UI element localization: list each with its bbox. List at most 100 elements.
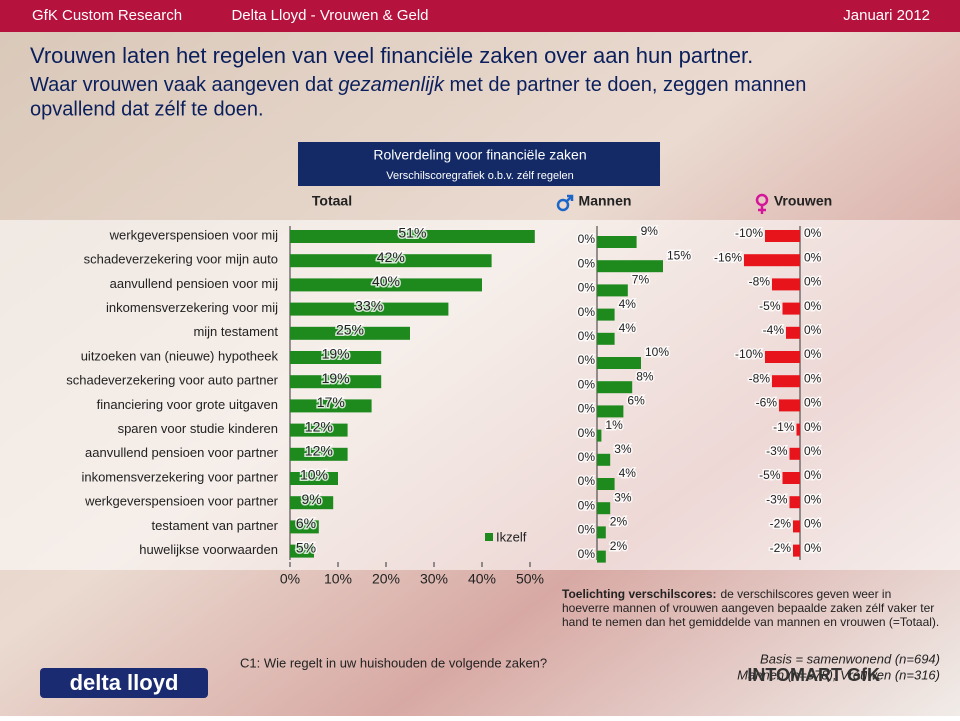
value-label: 0% [804,347,822,361]
value-label: 0% [578,281,596,295]
category-label: schadeverzekering voor auto partner [66,373,278,388]
bar [597,405,624,418]
value-label: -8% [749,275,771,289]
value-label: 0% [804,323,822,337]
subtitle-emphasis: gezamenlijk [338,74,445,96]
logo-right: INTOMART GfK [747,665,880,685]
box-title: Rolverdeling voor financiële zaken [373,147,586,163]
bar [597,526,606,539]
category-label: aanvullend pensioen voor mij [110,276,278,291]
value-label: 3% [614,490,632,504]
value-label: 15% [667,248,691,262]
value-label: 0% [804,468,822,482]
value-label: 0% [804,420,822,434]
bar [786,326,800,339]
bar [765,230,800,242]
value-label: 3% [614,442,632,456]
value-label: 10% [300,467,328,483]
value-label: 12% [305,443,333,459]
bar [597,502,611,515]
bar [597,308,615,321]
category-label: mijn testament [193,324,278,339]
category-label: testament van partner [152,518,279,533]
bar [793,520,800,533]
category-label: huwelijkse voorwaarden [139,542,278,557]
x-tick-label: 50% [516,571,544,587]
value-label: 19% [322,346,350,362]
category-label: schadeverzekering voor mijn auto [84,252,278,267]
value-label: 12% [305,418,333,434]
bar [290,520,319,534]
note: Toelichting verschilscores: de verschilsc… [562,587,891,601]
bar [597,260,663,273]
header-bar [0,0,960,32]
bar [772,278,800,291]
value-label: 10% [645,345,669,359]
value-label: -6% [756,396,778,410]
value-label: 0% [804,371,822,385]
value-label: 0% [578,426,596,440]
bar [290,254,492,268]
question: C1: Wie regelt in uw huishouden de volge… [240,655,547,670]
value-label: -2% [770,517,792,531]
x-tick-label: 40% [468,571,496,587]
note-text: de verschilscores geven weer in [721,587,892,601]
x-tick-label: 10% [324,571,352,587]
logo-left: delta lloyd [70,670,179,695]
bar [290,326,410,340]
bar [290,399,372,413]
note-label: Toelichting verschilscores: [562,587,717,601]
value-label: 2% [610,539,628,553]
value-label: 2% [610,515,628,529]
value-label: 40% [372,273,400,289]
bar [290,230,535,243]
header-left: GfK Custom Research [32,7,182,24]
value-label: 0% [578,305,596,319]
female-icon [755,193,769,214]
bar [290,375,382,389]
x-tick-label: 20% [372,571,400,587]
bar [290,447,348,461]
category-label: inkomensverzekering voor partner [81,469,278,484]
box [298,142,660,186]
value-label: 0% [804,517,822,531]
value-label: 0% [804,275,822,289]
bar [789,496,800,509]
bar [290,544,314,558]
bar [772,375,800,388]
bar [782,302,800,315]
bar [765,351,800,363]
value-label: 25% [336,322,364,338]
value-label: 7% [632,273,650,287]
category-label: werkgeverspensioen voor partner [84,494,279,509]
x-tick-label: 30% [420,571,448,587]
bar [793,544,800,557]
panel-title: Vrouwen [774,193,832,209]
bar [290,302,449,316]
basis: Basis = samenwonend (n=694) [760,651,940,666]
note-text: hand te nemen dan het gemiddelde van man… [562,615,939,629]
value-label: 0% [578,329,596,343]
value-label: 0% [804,444,822,458]
value-label: 0% [578,402,596,416]
category-label: uitzoeken van (nieuwe) hypotheek [81,348,279,363]
value-label: 4% [619,321,637,335]
bar [744,254,800,267]
value-label: 0% [578,232,596,246]
bar [597,332,615,345]
value-label: 0% [578,450,596,464]
value-label: 0% [804,396,822,410]
value-label: -10% [735,347,763,361]
value-label: -5% [759,299,781,313]
category-label: werkgeverspensioen voor mij [109,227,278,242]
category-label: financiering voor grote uitgaven [97,397,278,412]
value-label: -3% [766,444,788,458]
value-label: 19% [322,370,350,386]
value-label: 1% [605,418,623,432]
logo-left-bg [40,668,208,698]
category-label: aanvullend pensioen voor partner [85,445,279,460]
value-label: -1% [773,420,795,434]
subtitle-part: met de partner te doen, zeggen mannen [444,74,806,96]
bar [782,472,800,484]
panel-title: Mannen [579,193,632,209]
